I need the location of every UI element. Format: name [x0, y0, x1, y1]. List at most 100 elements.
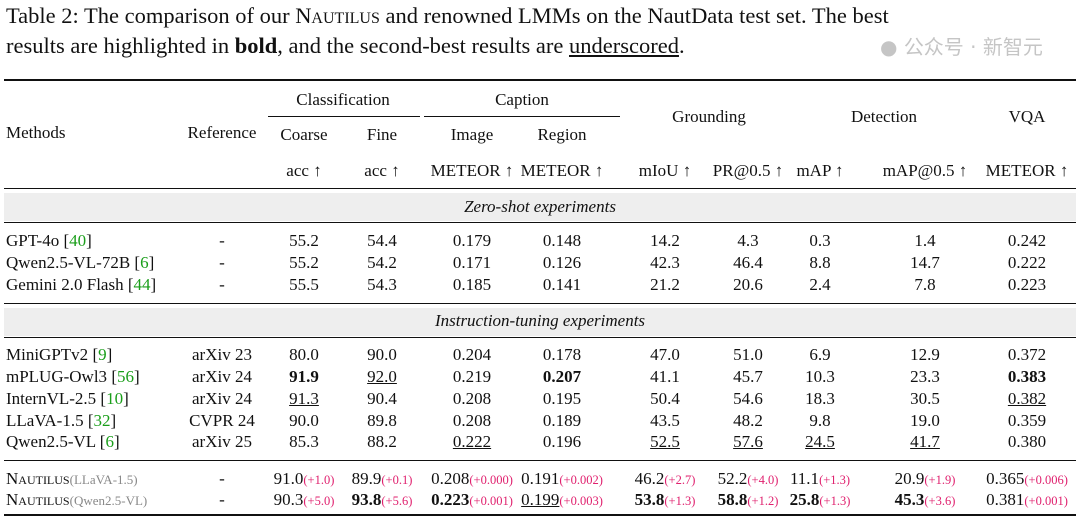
cell-value: 43.5	[650, 411, 680, 430]
reference-cell: arXiv 24	[192, 389, 252, 408]
table-cell: 58.8(+1.2)	[718, 490, 779, 510]
cell-value: 18.3	[805, 389, 835, 408]
header-vqa: VQA	[1008, 107, 1046, 126]
cell-delta: (+1.9)	[924, 473, 956, 487]
table-cell: 30.5	[910, 389, 940, 409]
cell-value: 0.204	[452, 345, 492, 364]
citation-link[interactable]: 56	[116, 367, 134, 386]
cell-value: 0.383	[1007, 367, 1047, 386]
table-cell: 0.126	[543, 253, 581, 273]
table-cell: 43.5	[650, 411, 680, 431]
method-name: Nautilus(LLaVA-1.5)	[6, 469, 138, 489]
table-cell: 45.3(+3.6)	[895, 490, 956, 510]
cell-value: 54.2	[367, 253, 397, 272]
cell-value: 55.2	[289, 231, 319, 250]
cell-value: 90.0	[289, 411, 319, 430]
table-cell: 46.2(+2.7)	[635, 469, 696, 489]
rule	[4, 337, 1076, 338]
citation-link[interactable]: 40	[69, 231, 87, 250]
table-cell: 20.9(+1.9)	[895, 469, 956, 489]
cell-value: 48.2	[733, 411, 763, 430]
method-name: Qwen2.5-VL-72B [6]	[6, 253, 155, 272]
table-cell: 14.2	[650, 231, 680, 251]
table-cell: 85.3	[289, 432, 319, 452]
table-cell: 10.3	[805, 367, 835, 387]
cell-delta: (+1.3)	[819, 473, 851, 487]
table-cell: 54.3	[367, 275, 397, 295]
cell-value: 9.8	[809, 411, 831, 430]
table-cell: 90.3(+5.0)	[274, 490, 335, 510]
table-cell: 0.199(+0.003)	[521, 490, 603, 510]
table-cell: 0.178	[543, 345, 581, 365]
citation-link[interactable]: 6	[140, 253, 149, 272]
cell-value: 90.3	[273, 490, 304, 509]
rule	[4, 222, 1076, 223]
table-cell: 42.3	[650, 253, 680, 273]
table-cell: 19.0	[910, 411, 940, 431]
table-cell: 7.8	[914, 275, 935, 295]
cell-value: 55.2	[289, 253, 319, 272]
table-cell: 91.3	[289, 389, 319, 409]
table-cell: 53.8(+1.3)	[635, 490, 696, 510]
cell-value: 0.372	[1007, 345, 1047, 364]
cell-value: 46.4	[733, 253, 763, 272]
cell-value: 89.8	[367, 411, 397, 430]
reference-cell: -	[219, 469, 225, 488]
header-classification: Classification	[296, 90, 390, 109]
cell-delta: (+0.001)	[469, 494, 513, 508]
table-cell: 52.2(+4.0)	[718, 469, 779, 489]
header-metric: acc ↑	[286, 161, 322, 180]
cell-value: 0.191	[521, 469, 560, 488]
header-metric: PR@0.5 ↑	[712, 161, 784, 180]
citation-link[interactable]: 10	[106, 389, 124, 408]
table-cell: 0.223(+0.001)	[431, 490, 513, 510]
citation-link[interactable]: 9	[98, 345, 107, 364]
method-variant: (Qwen2.5-VL)	[69, 493, 148, 508]
reference-cell: -	[219, 253, 225, 272]
header-image: Image	[450, 125, 494, 144]
method-name: GPT-4o [40]	[6, 231, 92, 250]
table-cell: 21.2	[650, 275, 680, 295]
cell-value: 14.7	[910, 253, 940, 272]
table-cell: 46.4	[733, 253, 763, 273]
table-cell: 0.223	[1008, 275, 1046, 295]
cell-value: 0.148	[542, 231, 582, 250]
method-name-text: LLaVA-1.5	[6, 411, 84, 430]
table-cell: 0.381(+0.001)	[986, 490, 1068, 510]
cell-value: 0.207	[542, 367, 582, 386]
header-metric: METEOR ↑	[520, 161, 604, 180]
table-cell: 24.5	[805, 432, 835, 452]
cell-value: 0.359	[1007, 411, 1047, 430]
top-rule	[4, 79, 1076, 81]
cell-delta: (+1.3)	[664, 494, 696, 508]
table-cell: 2.4	[809, 275, 830, 295]
cell-value: 93.8	[351, 490, 382, 509]
header-metric: acc ↑	[364, 161, 400, 180]
cell-value: 91.0	[273, 469, 304, 488]
watermark: ● 公众号 · 新智元	[880, 34, 1043, 60]
reference-cell: -	[219, 490, 225, 509]
citation-link[interactable]: 32	[93, 411, 111, 430]
table-cell: 0.242	[1008, 231, 1046, 251]
cell-value: 45.3	[894, 490, 925, 509]
header-rule	[4, 188, 1076, 189]
cell-delta: (+1.0)	[303, 473, 335, 487]
table-cell: 0.191(+0.002)	[521, 469, 603, 489]
cell-value: 92.0	[367, 367, 397, 386]
table-cell: 54.6	[733, 389, 763, 409]
table-cell: 0.383	[1008, 367, 1046, 387]
table-cell: 90.0	[289, 411, 319, 431]
header-reference: Reference	[187, 123, 257, 142]
cell-delta: (+1.2)	[747, 494, 779, 508]
caption-text: and renowned LMMs on the NautData test s…	[379, 3, 889, 28]
cell-value: 41.7	[910, 432, 940, 451]
cell-value: 0.222	[1007, 253, 1047, 272]
citation-link[interactable]: 44	[133, 275, 151, 294]
table-cell: 93.8(+5.6)	[352, 490, 413, 510]
citation-link[interactable]: 6	[105, 432, 114, 451]
cell-delta: (+0.000)	[469, 473, 513, 487]
cell-value: 0.199	[521, 490, 560, 509]
method-name-text: MiniGPTv2	[6, 345, 89, 364]
cell-delta: (+3.6)	[924, 494, 956, 508]
cell-delta: (+0.006)	[1024, 473, 1068, 487]
